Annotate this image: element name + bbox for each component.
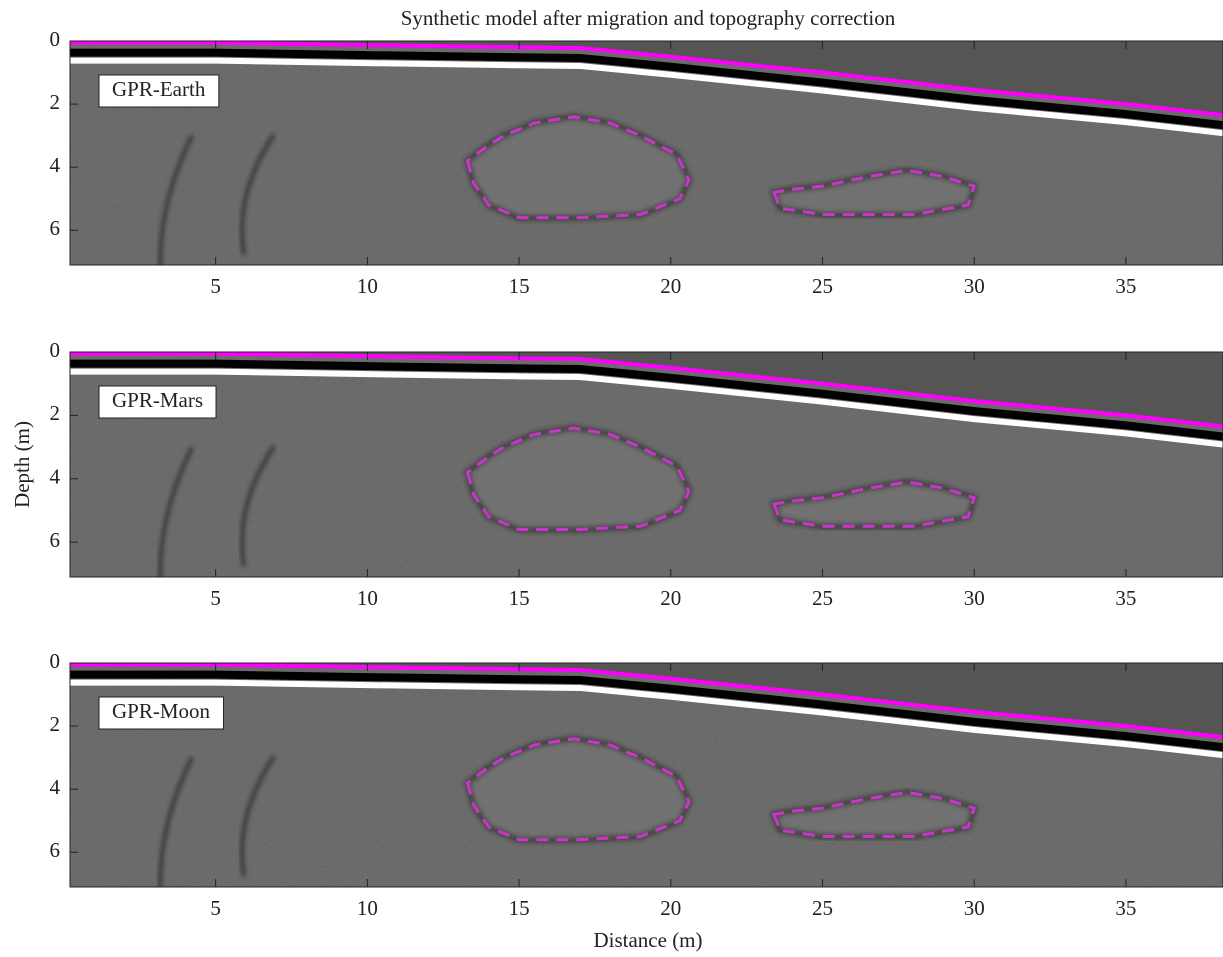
air-region (70, 352, 1223, 427)
axes-frame (69, 662, 1223, 888)
panel-label: GPR-Mars (112, 388, 203, 412)
x-tick-label: 25 (812, 274, 833, 298)
x-tick-label: 15 (509, 274, 530, 298)
air-region (70, 41, 1223, 116)
diffraction (240, 755, 276, 877)
diffraction (158, 134, 194, 265)
x-tick-label: 25 (812, 586, 833, 610)
x-tick-label: 30 (964, 274, 985, 298)
x-axis-label: Distance (m) (593, 928, 702, 952)
anomaly-outline (771, 790, 977, 839)
surface-line (70, 352, 1223, 429)
y-tick-label: 2 (50, 401, 61, 425)
y-tick-label: 4 (50, 153, 61, 177)
axes-frame (69, 40, 1223, 266)
diffraction (240, 133, 276, 255)
x-tick-label: 5 (210, 586, 221, 610)
surface-reflection (70, 48, 1223, 130)
air-region (70, 663, 1223, 738)
x-tick-label: 10 (357, 896, 378, 920)
y-tick-label: 6 (50, 838, 61, 862)
anomaly-outline (771, 168, 977, 217)
x-tick-label: 20 (660, 274, 681, 298)
x-tick-label: 25 (812, 896, 833, 920)
x-tick-label: 35 (1115, 586, 1136, 610)
x-tick-label: 30 (964, 896, 985, 920)
y-tick-label: 4 (50, 775, 61, 799)
anomaly-outline (465, 426, 691, 531)
x-tick-label: 20 (660, 586, 681, 610)
surface-reflection (70, 679, 1223, 759)
panel-label: GPR-Earth (112, 77, 206, 101)
x-tick-label: 20 (660, 896, 681, 920)
x-tick-label: 35 (1115, 274, 1136, 298)
x-tick-label: 35 (1115, 896, 1136, 920)
x-tick-label: 30 (964, 586, 985, 610)
x-tick-label: 15 (509, 586, 530, 610)
anomaly-outline (465, 115, 691, 220)
axes-frame (69, 351, 1223, 578)
surface-reflection (70, 359, 1223, 441)
x-tick-label: 10 (357, 586, 378, 610)
y-tick-label: 2 (50, 712, 61, 736)
x-tick-label: 5 (210, 896, 221, 920)
y-tick-label: 0 (50, 649, 61, 673)
x-tick-label: 15 (509, 896, 530, 920)
diffraction (158, 446, 194, 577)
y-tick-label: 0 (50, 338, 61, 362)
x-tick-label: 5 (210, 274, 221, 298)
surface-reflection (70, 670, 1223, 752)
diffraction (240, 445, 276, 567)
panel (70, 663, 1223, 887)
panel (70, 41, 1223, 265)
panel-label-box (98, 385, 217, 419)
anomaly-outline (771, 480, 977, 528)
y-tick-label: 6 (50, 216, 61, 240)
anomaly-outline (465, 737, 691, 842)
y-tick-label: 2 (50, 90, 61, 114)
y-tick-label: 0 (50, 27, 61, 51)
surface-reflection (70, 368, 1223, 448)
surface-line (70, 41, 1223, 118)
diffraction (158, 756, 194, 887)
surface-reflection (70, 57, 1223, 137)
chart-title: Synthetic model after migration and topo… (401, 6, 896, 30)
panel-label: GPR-Moon (112, 699, 211, 723)
y-tick-label: 6 (50, 528, 61, 552)
panel-label-box (98, 74, 220, 108)
surface-line (70, 663, 1223, 740)
x-tick-label: 10 (357, 274, 378, 298)
y-axis-label: Depth (m) (10, 421, 34, 508)
panel (70, 352, 1223, 577)
y-tick-label: 4 (50, 465, 61, 489)
panel-label-box (98, 696, 225, 730)
